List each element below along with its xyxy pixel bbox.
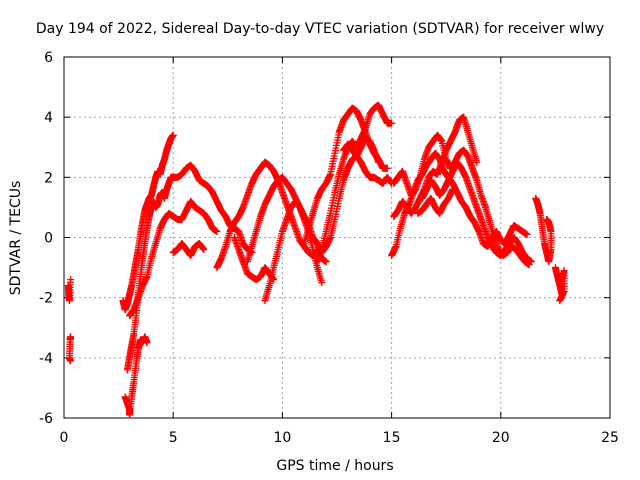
y-tick-label: 6 [44,50,53,66]
y-axis-label: SDTVAR / TECUs [8,181,24,296]
data-point [383,164,391,172]
x-tick-label: 25 [601,430,619,446]
y-tick-label: -6 [39,411,53,427]
x-tick-label: 15 [383,430,401,446]
data-point [556,297,564,305]
y-tick-label: 4 [44,110,53,126]
data-point [143,339,151,347]
data-points [64,101,568,419]
data-point [374,158,382,166]
axis-ticks [63,56,611,419]
data-point [67,357,75,365]
data-point [213,227,221,235]
y-tick-label: 0 [44,231,53,247]
chart-title: Day 194 of 2022, Sidereal Day-to-day VTE… [36,21,604,37]
y-tick-label: -4 [39,351,53,367]
data-point [169,131,177,139]
data-point [543,215,551,223]
data-point [67,276,75,284]
data-point [388,119,396,127]
data-point [322,258,330,266]
data-point [473,158,481,166]
y-tick-label: 2 [44,170,53,186]
x-tick-labels: 0 5 10 15 20 25 [60,430,619,446]
x-axis-label: GPS time / hours [276,458,393,474]
data-point [200,246,208,254]
y-tick-labels: -6 -4 -2 0 2 4 6 [39,50,53,427]
data-point [523,230,531,238]
y-tick-label: -2 [39,291,53,307]
data-point [449,185,457,193]
data-point [527,258,535,266]
x-tick-label: 10 [273,430,291,446]
data-point [318,279,326,287]
x-tick-label: 0 [60,430,69,446]
x-tick-label: 20 [492,430,510,446]
x-tick-label: 5 [169,430,178,446]
